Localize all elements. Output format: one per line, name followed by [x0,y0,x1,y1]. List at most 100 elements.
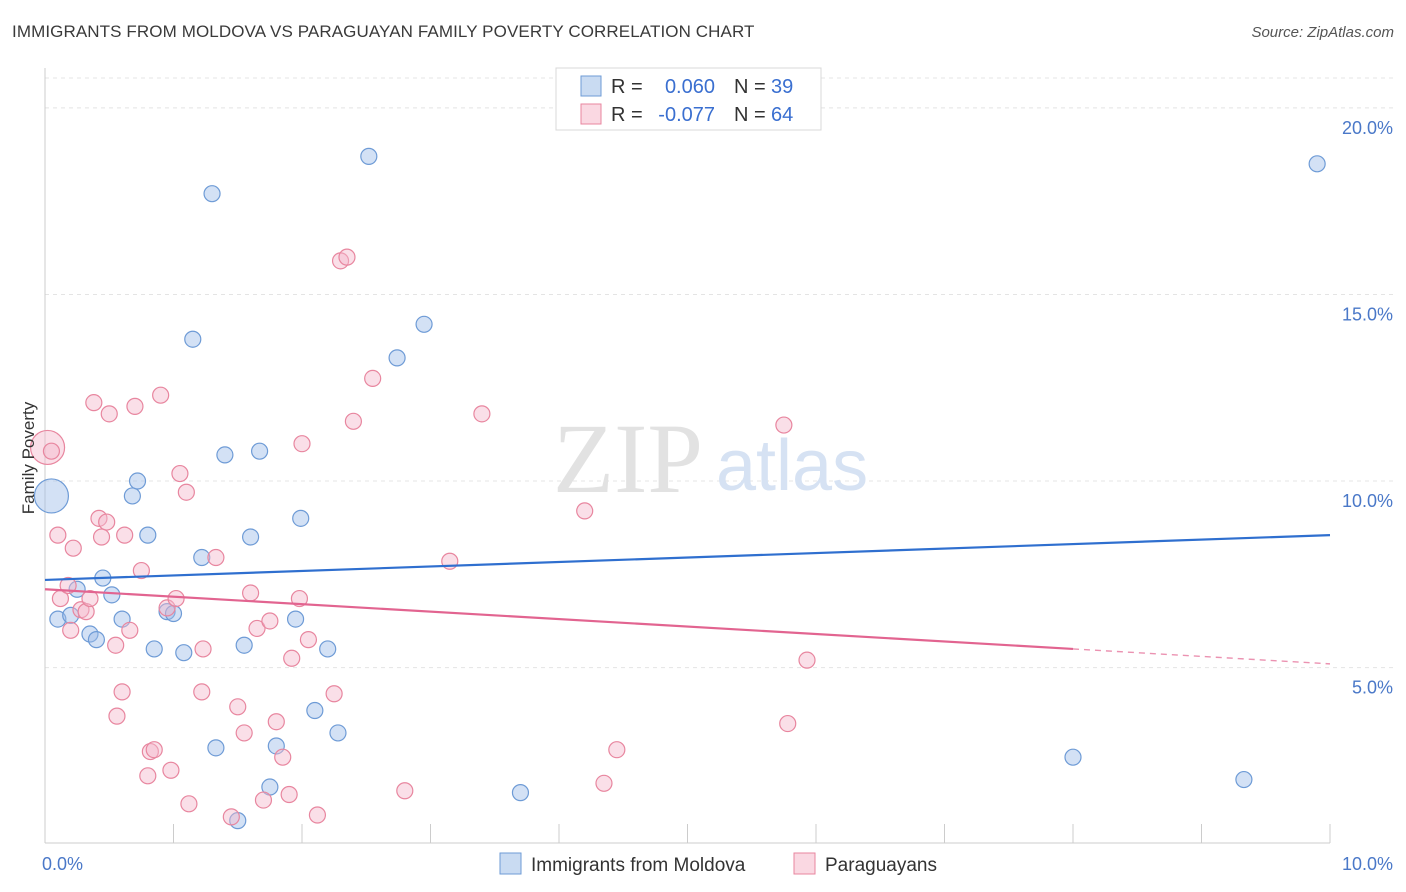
moldova-point [242,528,260,546]
data-points [29,147,1326,830]
legend-swatch-moldova [580,75,602,97]
paraguayan-point [108,707,126,725]
paraguayan-point [222,808,240,826]
paraguayan-point [64,539,82,557]
paraguayan-point [254,791,273,809]
paraguayan-point [293,435,311,453]
y-tick-label: 5.0% [1352,678,1393,698]
gridlines: 5.0% 10.0% 15.0% 20.0% [45,77,1395,698]
moldova-point [139,526,157,544]
x-tick-label: 0.0% [42,854,83,874]
paraguayan-point [290,589,309,608]
legend-n-label: N = [734,76,766,98]
paraguayan-point [62,621,80,639]
paraguayan-point [338,248,356,266]
moldova-point [1064,748,1082,766]
paraguayan-point [283,649,301,667]
paraguayan-point [235,724,253,742]
moldova-point [49,610,67,628]
moldova-point [207,739,225,757]
moldova-point [360,147,378,165]
paraguayan-point [595,774,613,792]
paraguayan-point [229,698,247,716]
paraguayan-point [608,741,626,759]
paraguayan-point [194,640,212,658]
moldova-point [388,349,406,367]
moldova-point [158,603,176,621]
moldova-point [319,640,337,658]
paraguayan-point [261,612,279,630]
paraguayan-point [180,795,198,813]
moldova-point [33,478,70,514]
moldova-point [306,701,324,720]
paraguayan-point [242,584,260,602]
bottom-legend-swatch-moldova [499,852,522,875]
paraguayan-point [396,782,414,800]
legend-r-label: R = [611,104,643,126]
paraguayan-point [92,528,111,546]
paraguayan-point [49,526,67,544]
paraguayan-point [299,631,318,649]
paraguayan-point [81,589,99,608]
legend-n-value: 64 [771,104,793,126]
paraguayan-point [126,397,144,415]
chart-source: Source: ZipAtlas.com [1251,24,1394,41]
legend-r-value: -0.077 [658,104,715,126]
x-tick-label: 10.0% [1342,854,1393,874]
paraguayan-point [167,589,185,608]
paraguayan-point [193,683,211,701]
moldova-point [175,644,193,662]
legend-box: R = 0.060 N = 39 R = -0.077 N = 64 [555,67,822,131]
moldova-point [184,330,202,348]
axes: 0.0% 10.0% [42,68,1393,874]
paraguayan-point [798,651,816,669]
moldova-point [329,724,347,742]
moldova-point [145,640,163,658]
paraguayan-point [132,561,150,580]
paraguayan-point [248,619,266,638]
moldova-trend-line [44,534,1331,582]
paraguayan-point [473,405,491,423]
moldova-point [235,636,253,654]
paraguayan-point [158,599,176,617]
moldova-point [1308,155,1326,173]
moldova-point [250,442,269,460]
paraguayan-point [207,548,225,567]
legend-r-value: 0.060 [665,76,715,98]
paraguayan-point [280,785,298,804]
paraguayan-point [121,621,139,639]
chart-title: IMMIGRANTS FROM MOLDOVA VS PARAGUAYAN FA… [12,22,755,41]
moldova-point [87,631,106,649]
moldova-point [511,784,530,802]
watermark: ZIP atlas [553,403,868,514]
moldova-point [292,509,310,527]
paraguayan-point [98,513,116,531]
moldova-point [415,315,433,333]
paraguayan-point [171,464,189,483]
paraguayan-point [364,369,382,388]
trend-lines [44,534,1331,665]
watermark-zip: ZIP [553,403,703,514]
moldova-point [103,586,121,604]
paraguayan-point [152,386,170,404]
bottom-legend-label-paraguayan: Paraguayans [825,855,937,876]
paraguayan-point [344,412,362,430]
legend-n-value: 39 [771,76,793,98]
paraguayan-point [100,405,118,423]
y-tick-label: 20.0% [1342,118,1393,138]
legend-swatch-paraguayan [580,103,602,125]
paraguayan-point [85,394,103,412]
moldova-point [193,548,211,567]
paraguayan-point [107,636,125,654]
watermark-atlas: atlas [716,426,868,506]
paraguayan-point [308,806,327,824]
paraguayan-point [779,714,797,733]
paraguayan-point [42,442,61,460]
paraguayan-point [177,483,195,501]
paraguayan-point [113,683,131,701]
bottom-legend-label-moldova: Immigrants from Moldova [531,855,746,876]
legend-n-label: N = [734,104,766,126]
y-tick-label: 10.0% [1342,491,1393,511]
paraguayan-trend-extension [1072,648,1331,665]
